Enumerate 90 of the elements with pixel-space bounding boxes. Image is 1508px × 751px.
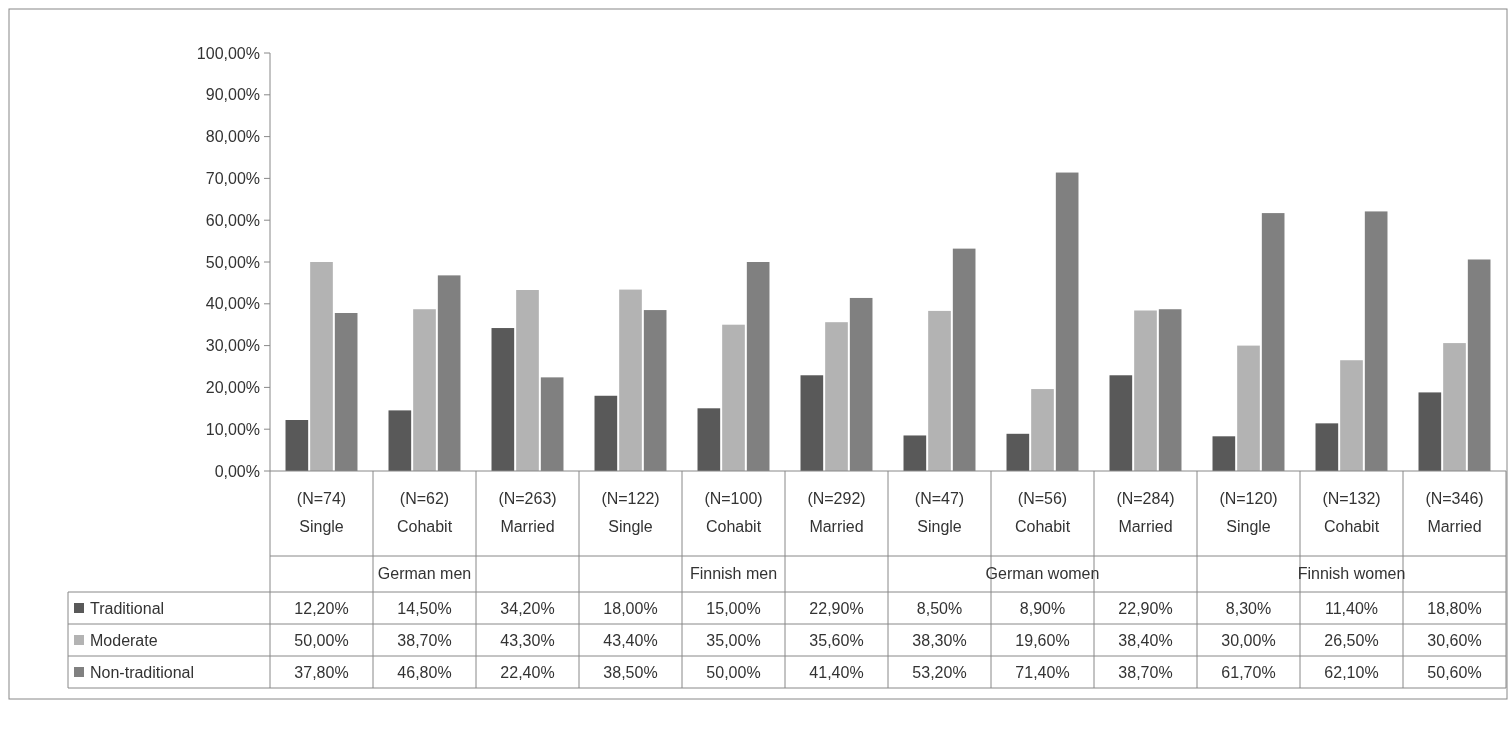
bar <box>1315 423 1339 471</box>
y-tick-label: 60,00% <box>205 211 260 229</box>
data-label: 22,90% <box>809 599 864 617</box>
data-label: 30,60% <box>1427 631 1482 649</box>
bar <box>928 310 951 471</box>
data-label: 14,50% <box>397 599 452 617</box>
x-tick-label: (N=100) Cohabit <box>704 490 763 535</box>
data-label: 8,50% <box>916 599 963 617</box>
y-tick-label: 0,00% <box>214 462 260 480</box>
bar <box>800 375 824 471</box>
bar <box>722 324 745 471</box>
x-tick-label: (N=263) Married <box>498 490 557 535</box>
bar <box>491 328 515 471</box>
x-tick-label: (N=47) Single <box>914 490 965 535</box>
y-tick-label: 50,00% <box>205 253 260 271</box>
data-label: 43,40% <box>603 631 658 649</box>
y-tick-label: 80,00% <box>205 128 260 146</box>
text: Finnish men <box>689 565 778 582</box>
data-label: 53,20% <box>912 663 967 681</box>
data-label: 41,40% <box>809 663 864 681</box>
data-label: 62,10% <box>1324 663 1379 681</box>
bar <box>388 410 412 471</box>
data-label: 30,00% <box>1221 631 1276 649</box>
data-label: 38,70% <box>1118 663 1173 681</box>
data-label: 37,80% <box>294 663 349 681</box>
bar <box>1031 389 1054 471</box>
data-label: 46,80% <box>397 663 452 681</box>
text: Finnish women <box>1297 565 1406 582</box>
data-label: 61,70% <box>1221 663 1276 681</box>
data-label: 19,60% <box>1015 631 1070 649</box>
text: German women <box>985 565 1100 582</box>
bar <box>1418 392 1442 471</box>
bar <box>516 290 539 471</box>
bar <box>825 322 848 471</box>
bar <box>1109 375 1133 471</box>
x-tick-label: (N=346) Married <box>1425 490 1484 535</box>
data-label: 71,40% <box>1015 663 1070 681</box>
data-label: 8,90% <box>1019 599 1066 617</box>
x-tick-label: (N=62) Cohabit <box>396 490 453 535</box>
data-label: 35,00% <box>706 631 761 649</box>
y-tick-label: 10,00% <box>205 420 260 438</box>
data-label: 22,90% <box>1118 599 1173 617</box>
x-tick-label: (N=132) Cohabit <box>1322 490 1381 535</box>
data-label: 50,60% <box>1427 663 1482 681</box>
bar <box>285 420 309 471</box>
bar <box>1006 433 1030 471</box>
bar <box>413 309 436 471</box>
data-label: 38,30% <box>912 631 967 649</box>
data-label: 34,20% <box>500 599 555 617</box>
data-label: 11,40% <box>1324 599 1379 617</box>
legend-label: Traditional <box>90 599 165 617</box>
bar <box>1443 343 1466 471</box>
x-tick-label: (N=292) Married <box>807 490 866 535</box>
bar <box>1212 436 1236 471</box>
data-label: 38,50% <box>603 663 658 681</box>
x-tick-label: (N=120) Single <box>1219 490 1278 535</box>
bar <box>1237 345 1260 471</box>
data-label: 22,40% <box>500 663 555 681</box>
text: German men <box>377 565 472 582</box>
y-tick-label: 40,00% <box>205 295 260 313</box>
bar <box>1134 310 1157 471</box>
data-label: 8,30% <box>1225 599 1272 617</box>
data-label: 38,70% <box>397 631 452 649</box>
legend-label: Moderate <box>90 631 158 649</box>
data-label: 18,80% <box>1427 599 1482 617</box>
y-tick-label: 100,00% <box>196 44 260 62</box>
data-label: 18,00% <box>603 599 658 617</box>
x-tick-label: (N=284) Married <box>1116 490 1175 535</box>
bar <box>619 289 642 471</box>
bar <box>697 408 721 471</box>
data-label: 12,20% <box>294 599 349 617</box>
data-label: 26,50% <box>1324 631 1379 649</box>
data-label: 50,00% <box>706 663 761 681</box>
data-label: 35,60% <box>809 631 864 649</box>
bar <box>1340 360 1363 471</box>
x-tick-label: (N=56) Cohabit <box>1014 490 1071 535</box>
bar <box>310 262 333 471</box>
bar <box>903 435 927 471</box>
y-tick-label: 90,00% <box>205 86 260 104</box>
data-label: 15,00% <box>706 599 761 617</box>
legend-label: Non-traditional <box>90 663 195 681</box>
y-tick-label: 30,00% <box>205 337 260 355</box>
data-label: 50,00% <box>294 631 349 649</box>
data-label: 38,40% <box>1118 631 1173 649</box>
y-tick-label: 70,00% <box>205 170 260 187</box>
data-label: 43,30% <box>500 631 555 649</box>
bar <box>594 395 618 471</box>
y-tick-label: 20,00% <box>205 379 260 396</box>
x-tick-label: (N=122) Single <box>601 490 660 535</box>
x-tick-label: (N=74) Single <box>296 490 347 535</box>
